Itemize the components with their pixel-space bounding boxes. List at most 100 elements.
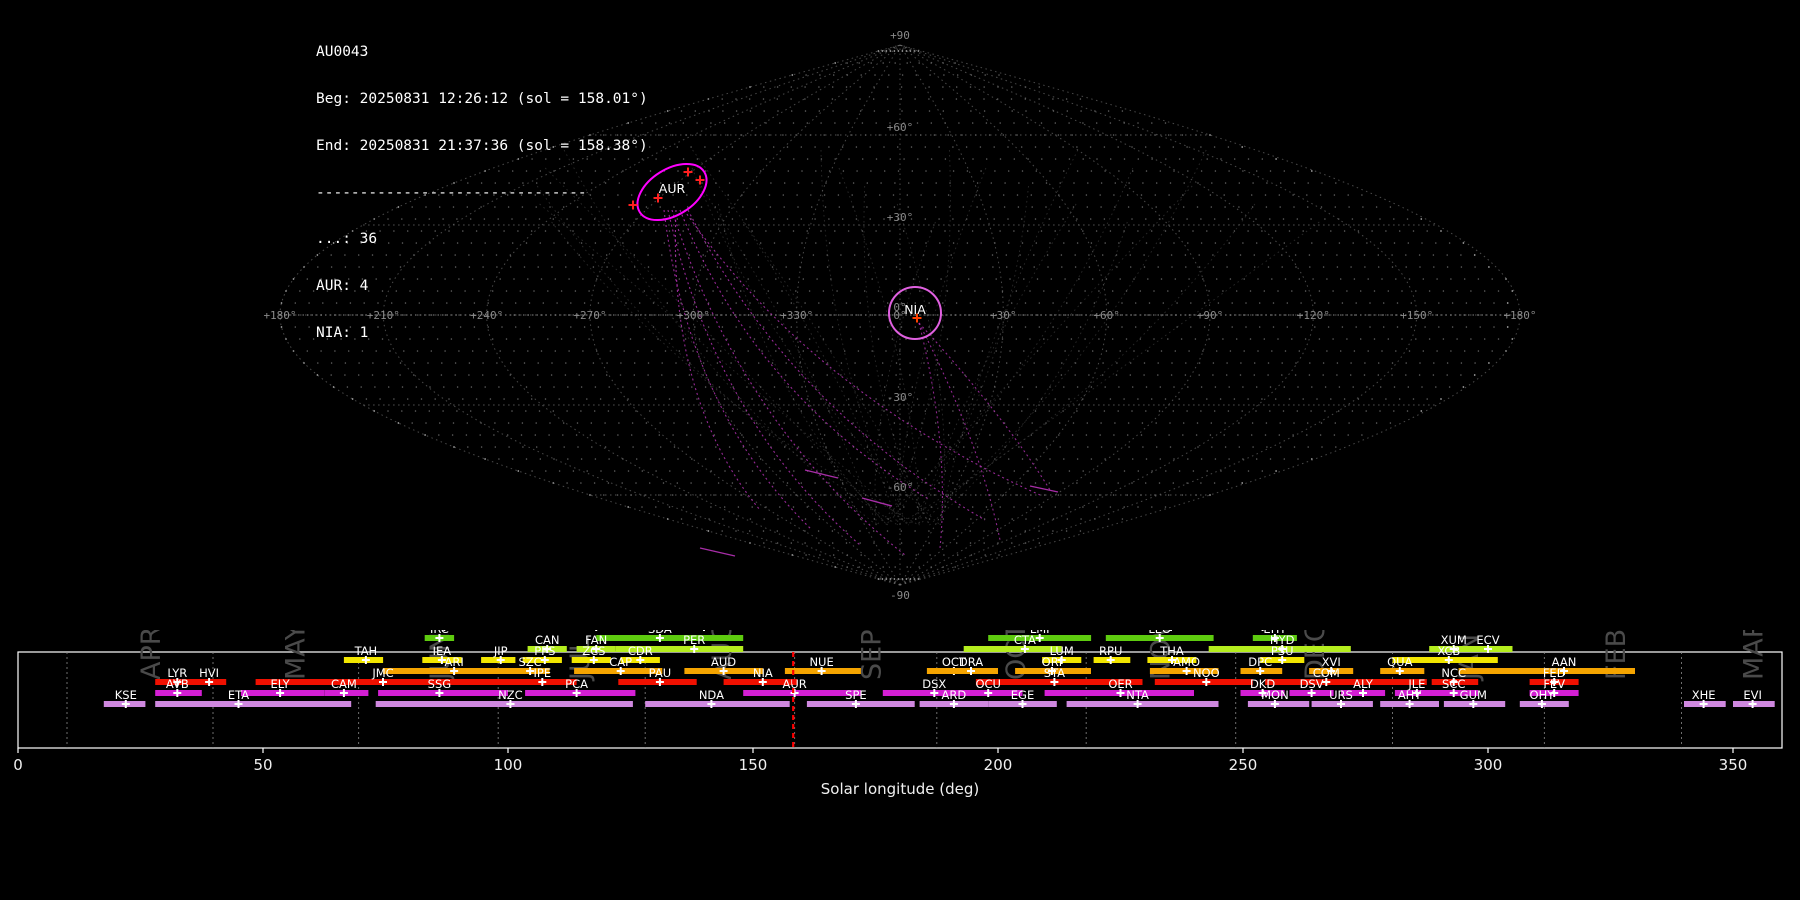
shower-entry[interactable]: LYR xyxy=(155,666,205,686)
shower-entry[interactable]: OCU xyxy=(958,677,1023,697)
shower-activity-bar[interactable] xyxy=(255,679,533,685)
radiant-nia[interactable]: NIA xyxy=(888,286,942,340)
shower-entry[interactable]: CTA xyxy=(963,633,1062,653)
shower-entry[interactable]: NUE xyxy=(784,655,861,675)
shower-peak-marker xyxy=(758,678,767,686)
shower-entry[interactable]: ALY xyxy=(1341,677,1386,697)
shower-entry[interactable]: COM xyxy=(1265,666,1427,686)
shower-entry[interactable]: JIP xyxy=(481,644,516,664)
sky-map-svg[interactable]: +180° +150° +120° +90° +60° +30° 0° +330° +300° +… xyxy=(0,0,1800,630)
shower-entry[interactable]: XVI xyxy=(1309,655,1354,675)
shower-entry[interactable]: NDA xyxy=(645,688,790,708)
shower-activity-bar[interactable] xyxy=(1265,679,1427,685)
shower-entry[interactable]: STA xyxy=(975,666,1143,686)
shower-entry[interactable]: XUM xyxy=(1429,633,1476,653)
shower-entry[interactable]: DSV xyxy=(1289,677,1334,697)
shower-activity-bar[interactable] xyxy=(596,635,744,641)
shower-entry[interactable]: DSX xyxy=(882,677,979,697)
shower-entry[interactable]: NOO xyxy=(1154,666,1253,686)
shower-entry[interactable]: MON xyxy=(1247,688,1310,708)
shower-entry[interactable]: PSU xyxy=(1260,644,1305,664)
shower-peak-marker xyxy=(655,678,664,686)
shower-entry[interactable]: ETA xyxy=(155,688,352,708)
shower-entry[interactable]: AAN xyxy=(1458,655,1635,675)
shower-entry[interactable]: JXA xyxy=(567,630,631,631)
shower-entry[interactable]: LMI xyxy=(988,630,1092,642)
shower-bars[interactable]: KUMSLDORSGEMERIANDDADJXAKCGCORLMILEOEHYS… xyxy=(103,630,1775,708)
shower-entry[interactable]: PAU xyxy=(618,666,697,686)
timeline-svg[interactable]: APRMAYJUNJULAUGSEPOCTNOVDECJANFEBMAR KUM… xyxy=(0,630,1800,900)
shower-entry[interactable]: IRC xyxy=(424,630,455,642)
shower-entry[interactable]: HYD xyxy=(1208,633,1351,653)
radiant-layer[interactable]: AUR NIA xyxy=(628,152,942,340)
shower-entry[interactable]: SDA xyxy=(596,630,744,642)
shower-entry[interactable]: CDR xyxy=(620,644,660,664)
shower-entry[interactable]: AHY xyxy=(1380,688,1439,708)
shower-entry[interactable]: HVI xyxy=(194,666,227,686)
shower-entry[interactable]: FEV xyxy=(1529,677,1579,697)
shower-entry[interactable]: CAM xyxy=(324,677,369,697)
shower-activity-bar[interactable] xyxy=(806,701,915,707)
shower-entry[interactable]: NIA xyxy=(723,666,798,686)
shower-entry[interactable]: AUR xyxy=(743,677,861,697)
shower-entry[interactable]: NCC xyxy=(1431,666,1479,686)
shower-entry[interactable]: THA xyxy=(1147,644,1197,664)
shower-entry[interactable]: OER xyxy=(1044,677,1194,697)
shower-entry[interactable]: PPS xyxy=(522,644,562,664)
shower-entry[interactable]: TAH xyxy=(343,644,384,664)
shower-entry[interactable]: DRA xyxy=(949,655,998,675)
radiant-aur[interactable]: AUR xyxy=(628,152,717,231)
shower-entry[interactable]: DPC xyxy=(1240,655,1283,675)
shower-entry[interactable]: XCB xyxy=(1392,644,1498,664)
shower-entry[interactable]: GUM xyxy=(1443,688,1506,708)
shower-entry[interactable]: OHY xyxy=(1519,688,1569,708)
shower-entry[interactable]: NZC xyxy=(375,688,633,708)
shower-entry[interactable]: IEA xyxy=(422,644,462,664)
count-aur: AUR: 4 xyxy=(316,278,369,295)
shower-activity-bar[interactable] xyxy=(963,646,1062,652)
shower-entry[interactable]: KSE xyxy=(103,688,146,708)
shower-entry[interactable]: EHY xyxy=(1252,630,1297,642)
shower-activity-bar[interactable] xyxy=(155,701,352,707)
shower-entry[interactable]: PER xyxy=(615,633,744,653)
shower-code-label: GUM xyxy=(1460,688,1487,702)
shower-entry[interactable]: ELY xyxy=(240,677,325,697)
shower-entry[interactable]: AUD xyxy=(684,655,763,675)
shower-entry[interactable]: URS xyxy=(1311,688,1373,708)
shower-entry[interactable]: ORI xyxy=(1015,655,1091,675)
shower-activity-bar[interactable] xyxy=(375,701,633,707)
shower-entry[interactable]: ZCS xyxy=(571,644,611,664)
shower-entry[interactable]: SZC xyxy=(510,655,550,675)
shower-activity-bar[interactable] xyxy=(1066,701,1219,707)
shower-entry[interactable]: NTA xyxy=(1066,688,1219,708)
shower-activity-bar[interactable] xyxy=(743,690,861,696)
shower-entry[interactable]: LUM xyxy=(1042,644,1082,664)
shower-entry[interactable]: ARI xyxy=(383,655,528,675)
shower-entry[interactable]: DKD xyxy=(1240,677,1285,697)
shower-entry[interactable]: RPU xyxy=(1093,644,1131,664)
shower-entry[interactable]: SSG xyxy=(378,677,508,697)
shower-activity-bar[interactable] xyxy=(1458,668,1635,674)
shower-entry[interactable]: ARD xyxy=(919,688,989,708)
shower-entry[interactable]: PCA xyxy=(525,677,636,697)
shower-entry[interactable]: ECV xyxy=(1466,633,1513,653)
shower-entry[interactable]: FED xyxy=(1529,666,1579,686)
shower-entry[interactable]: CAN xyxy=(527,633,567,653)
shower-entry[interactable]: QUA xyxy=(1380,655,1425,675)
shower-activity-bar[interactable] xyxy=(615,646,744,652)
shower-entry[interactable]: AMO xyxy=(1149,655,1219,675)
shower-entry[interactable]: EVI xyxy=(1733,688,1775,708)
shower-activity-bar[interactable] xyxy=(645,701,790,707)
shower-entry[interactable]: IPE xyxy=(510,666,577,686)
shower-entry[interactable]: LEO xyxy=(1105,630,1214,642)
shower-entry[interactable]: CAP xyxy=(574,655,663,675)
shower-entry[interactable]: XHE xyxy=(1684,688,1726,708)
shower-entry[interactable]: SPE xyxy=(806,688,915,708)
shower-entry[interactable]: EGE xyxy=(988,688,1057,708)
shower-entry[interactable]: JMC xyxy=(255,666,533,686)
shower-entry[interactable]: AVB xyxy=(155,677,202,697)
shower-entry[interactable]: JLE xyxy=(1394,677,1439,697)
shower-activity-bar[interactable] xyxy=(975,679,1143,685)
shower-entry[interactable]: SCC xyxy=(1431,677,1479,697)
shower-entry[interactable]: FAN xyxy=(576,633,616,653)
